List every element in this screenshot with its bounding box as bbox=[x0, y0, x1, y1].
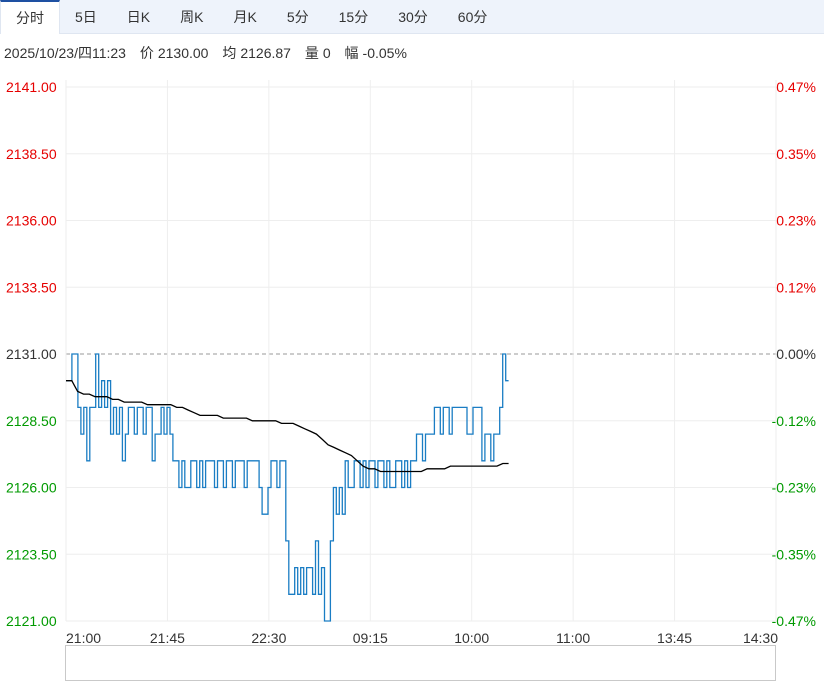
y-tick-left: 2126.00 bbox=[6, 480, 57, 496]
x-tick: 09:15 bbox=[353, 630, 388, 646]
y-tick-right: 0.23% bbox=[776, 213, 816, 229]
y-tick-right: -0.47% bbox=[772, 613, 816, 629]
y-tick-left: 2138.50 bbox=[6, 146, 57, 162]
tab-5[interactable]: 5分 bbox=[286, 9, 309, 25]
tab-7[interactable]: 30分 bbox=[398, 9, 428, 25]
y-tick-left: 2121.00 bbox=[6, 613, 57, 629]
info-price: 2130.00 bbox=[157, 45, 209, 61]
time-navigator[interactable] bbox=[65, 645, 776, 681]
x-tick: 13:45 bbox=[657, 630, 692, 646]
tab-8[interactable]: 60分 bbox=[457, 9, 488, 25]
x-tick: 22:30 bbox=[251, 630, 286, 646]
tab-2[interactable]: 日K bbox=[126, 9, 151, 25]
tab-1[interactable]: 5日 bbox=[75, 9, 97, 25]
y-tick-left: 2131.00 bbox=[6, 346, 57, 362]
tab-6[interactable]: 15分 bbox=[338, 9, 369, 25]
y-tick-right: 0.35% bbox=[776, 146, 816, 162]
x-tick: 10:00 bbox=[454, 630, 489, 646]
info-volume-label: 量 bbox=[304, 45, 319, 61]
info-avg-label: 均 bbox=[222, 45, 237, 61]
x-tick: 14:30 bbox=[743, 630, 778, 646]
info-change-label: 幅 bbox=[344, 45, 359, 61]
info-avg: 2126.87 bbox=[240, 45, 291, 61]
info-volume: 0 bbox=[322, 45, 331, 61]
info-datetime: 2025/10/23/四11:23 bbox=[4, 45, 126, 61]
y-tick-right: -0.12% bbox=[772, 413, 816, 429]
y-tick-left: 2133.50 bbox=[6, 279, 57, 295]
info-change: -0.05% bbox=[362, 45, 407, 61]
period-tabs: 分时 5日 日K 周K 月K 5分 15分 30分 60分 bbox=[0, 0, 824, 34]
y-tick-right: -0.23% bbox=[772, 480, 816, 496]
tab-0[interactable]: 分时 bbox=[0, 0, 60, 34]
info-price-label: 价 bbox=[139, 45, 154, 61]
average-line bbox=[66, 380, 509, 473]
y-tick-left: 2136.00 bbox=[6, 213, 57, 229]
y-tick-right: 0.47% bbox=[776, 79, 816, 95]
x-tick: 21:00 bbox=[66, 630, 101, 646]
y-tick-right: 0.12% bbox=[776, 279, 816, 295]
tab-4[interactable]: 月K bbox=[233, 9, 257, 25]
x-tick: 11:00 bbox=[556, 630, 590, 646]
y-tick-right: -0.35% bbox=[772, 546, 816, 562]
price-line bbox=[66, 353, 509, 622]
tab-3[interactable]: 周K bbox=[180, 9, 204, 25]
y-tick-right: 0.00% bbox=[776, 346, 816, 362]
y-tick-left: 2128.50 bbox=[6, 413, 57, 429]
y-tick-left: 2141.00 bbox=[6, 79, 57, 95]
x-tick: 21:45 bbox=[150, 630, 185, 646]
y-tick-left: 2123.50 bbox=[6, 546, 57, 562]
